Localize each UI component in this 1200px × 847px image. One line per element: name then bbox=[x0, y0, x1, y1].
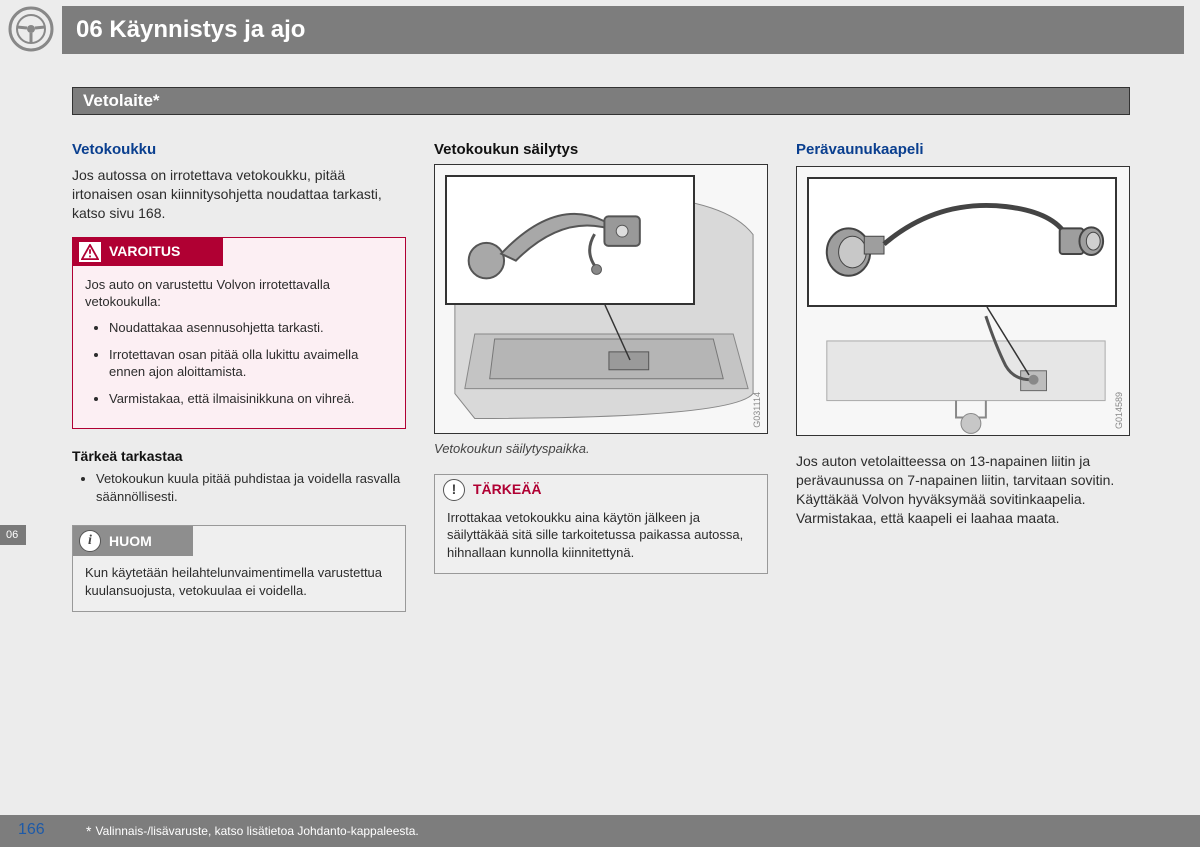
section-title: Vetolaite* bbox=[83, 91, 160, 111]
warning-header: VAROITUS bbox=[73, 238, 223, 266]
important-body: Irrottakaa vetokoukku aina käytön jälkee… bbox=[435, 505, 767, 574]
figure1-detail-frame bbox=[445, 175, 695, 305]
note-label: HUOM bbox=[109, 532, 152, 551]
warning-bullet: Irrotettavan osan pitää olla lukittu ava… bbox=[109, 346, 393, 381]
check-bullet: Vetokoukun kuula pitää puhdistaa ja void… bbox=[96, 470, 406, 505]
page-number: 166 bbox=[18, 821, 45, 839]
warning-bullet: Noudattakaa asennusohjetta tarkasti. bbox=[109, 319, 393, 337]
warning-lead: Jos auto on varustettu Volvon irrotettav… bbox=[85, 276, 393, 311]
col3-body: Jos auton vetolaitteessa on 13-napainen … bbox=[796, 452, 1130, 528]
col1-intro: Jos autossa on irrotettava vetokoukku, p… bbox=[72, 166, 406, 223]
warning-label: VAROITUS bbox=[109, 242, 180, 261]
warning-triangle-icon bbox=[79, 242, 101, 262]
chapter-side-tab: 06 bbox=[0, 525, 26, 545]
column-3: Perävaunukaapeli bbox=[796, 140, 1130, 626]
towhook-icon bbox=[447, 177, 693, 305]
col3-heading: Perävaunukaapeli bbox=[796, 140, 1130, 160]
important-label: TÄRKEÄÄ bbox=[473, 480, 541, 499]
check-list: Vetokoukun kuula pitää puhdistaa ja void… bbox=[72, 470, 406, 511]
col1-subheading: Tärkeä tarkastaa bbox=[72, 447, 406, 466]
figure2-detail-frame bbox=[807, 177, 1117, 307]
important-icon: ! bbox=[443, 479, 465, 501]
adapter-cable-icon bbox=[809, 179, 1115, 307]
chapter-header: 06 Käynnistys ja ajo bbox=[62, 6, 1184, 54]
section-header: Vetolaite* bbox=[72, 87, 1130, 115]
figure-cable: G014589 bbox=[796, 166, 1130, 436]
figure1-caption: Vetokoukun säilytyspaikka. bbox=[434, 440, 768, 458]
important-header: ! TÄRKEÄÄ bbox=[435, 475, 767, 505]
note-body: Kun käytetään heilahtelunvaimentimella v… bbox=[73, 556, 405, 611]
footer-bar: * Valinnais-/lisävaruste, katso lisätiet… bbox=[0, 815, 1200, 847]
footnote-text: Valinnais-/lisävaruste, katso lisätietoa… bbox=[95, 824, 418, 838]
chapter-title: 06 Käynnistys ja ajo bbox=[76, 16, 305, 44]
steering-wheel-icon bbox=[8, 6, 54, 52]
info-icon: i bbox=[79, 530, 101, 552]
figure-storage: G031114 bbox=[434, 164, 768, 434]
warning-box: VAROITUS Jos auto on varustettu Volvon i… bbox=[72, 237, 406, 429]
content-area: Vetokoukku Jos autossa on irrotettava ve… bbox=[72, 140, 1132, 626]
footnote-asterisk: * bbox=[86, 823, 91, 839]
warning-bullet: Varmistakaa, että ilmaisinikkuna on vihr… bbox=[109, 390, 393, 408]
note-box: i HUOM Kun käytetään heilahtelunvaimenti… bbox=[72, 525, 406, 612]
col2-heading: Vetokoukun säilytys bbox=[434, 140, 768, 160]
important-box: ! TÄRKEÄÄ Irrottakaa vetokoukku aina käy… bbox=[434, 474, 768, 575]
note-header: i HUOM bbox=[73, 526, 193, 556]
column-2: Vetokoukun säilytys bbox=[434, 140, 768, 626]
col1-heading: Vetokoukku bbox=[72, 140, 406, 160]
column-1: Vetokoukku Jos autossa on irrotettava ve… bbox=[72, 140, 406, 626]
left-margin-strip bbox=[0, 0, 55, 847]
warning-body: Jos auto on varustettu Volvon irrotettav… bbox=[73, 266, 405, 428]
